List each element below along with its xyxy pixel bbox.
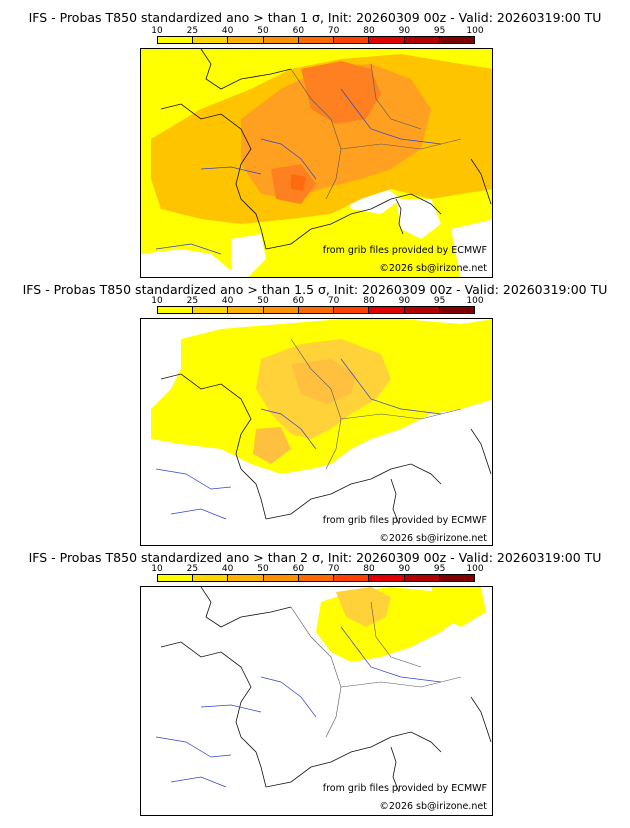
scale-color-cell [334, 307, 370, 313]
credit-source: from grib files provided by ECMWF [322, 515, 487, 526]
credit-copyright: ©2026 sb@irizone.net [379, 533, 487, 544]
scale-ticks: 10 25 40 50 60 70 80 90 95 100 [151, 26, 483, 36]
scale-color-cell [228, 37, 264, 43]
panel-title: IFS - Probas T850 standardized ano > tha… [28, 10, 602, 25]
credit-copyright: ©2026 sb@irizone.net [379, 263, 487, 274]
scale-tick-label: 10 [151, 296, 163, 306]
scale-color-cell [298, 307, 335, 313]
scale-color-cell [158, 575, 194, 581]
scale-color-cell [369, 37, 405, 43]
scale-tick-label: 10 [151, 564, 163, 574]
scale-bar [157, 306, 475, 314]
scale-color-cell [439, 307, 474, 313]
scale-color-cell [228, 575, 264, 581]
scale-ticks: 10 25 40 50 60 70 80 90 95 100 [151, 564, 483, 574]
scale-color-cell [404, 575, 440, 581]
scale-tick-label: 95 [433, 296, 446, 306]
scale-tick-label: 10 [151, 26, 163, 36]
scale-tick-label: 95 [433, 26, 446, 36]
scale-color-cell [193, 37, 229, 43]
scale-tick-label: 50 [257, 564, 269, 574]
scale-color-cell [263, 37, 299, 43]
scale-tick-label: 90 [398, 26, 411, 36]
scale-color-cell [369, 575, 405, 581]
scale-color-cell [263, 575, 299, 581]
scale-tick-label: 60 [292, 564, 305, 574]
scale-tick-label: 50 [257, 26, 269, 36]
scale-tick-label: 90 [398, 296, 411, 306]
scale-tick-label: 90 [398, 564, 411, 574]
scale-tick-label: 100 [466, 26, 484, 36]
scale-tick-label: 25 [186, 26, 199, 36]
scale-bar [157, 574, 475, 582]
credit-source: from grib files provided by ECMWF [322, 245, 487, 256]
scale-tick-label: 95 [433, 564, 446, 574]
scale-ticks: 10 25 40 50 60 70 80 90 95 100 [151, 296, 483, 306]
probability-map: from grib files provided by ECMWF ©2026 … [140, 586, 493, 816]
scale-tick-label: 60 [292, 296, 305, 306]
scale-color-cell [439, 575, 474, 581]
scale-color-cell [404, 307, 440, 313]
scale-color-cell [263, 307, 299, 313]
credit-copyright: ©2026 sb@irizone.net [379, 801, 487, 812]
scale-color-cell [158, 37, 194, 43]
scale-tick-label: 50 [257, 296, 269, 306]
probability-map: from grib files provided by ECMWF ©2026 … [140, 318, 493, 546]
scale-tick-label: 70 [327, 296, 340, 306]
probability-map: from grib files provided by ECMWF ©2026 … [140, 48, 493, 278]
scale-tick-label: 80 [363, 296, 375, 306]
scale-color-cell [404, 37, 440, 43]
scale-tick-label: 70 [327, 564, 340, 574]
scale-color-cell [369, 307, 405, 313]
scale-tick-label: 25 [186, 564, 199, 574]
scale-tick-label: 40 [221, 26, 234, 36]
scale-color-cell [334, 37, 370, 43]
scale-color-cell [158, 307, 194, 313]
scale-tick-label: 25 [186, 296, 199, 306]
scale-bar [157, 36, 475, 44]
credit-source: from grib files provided by ECMWF [322, 783, 487, 794]
scale-color-cell [193, 307, 229, 313]
panel-title: IFS - Probas T850 standardized ano > tha… [22, 282, 608, 297]
scale-tick-label: 100 [466, 296, 484, 306]
scale-color-cell [193, 575, 229, 581]
scale-tick-label: 80 [363, 26, 375, 36]
scale-color-cell [298, 37, 335, 43]
scale-tick-label: 100 [466, 564, 484, 574]
scale-color-cell [228, 307, 264, 313]
scale-tick-label: 40 [221, 564, 234, 574]
scale-color-cell [439, 37, 474, 43]
scale-color-cell [334, 575, 370, 581]
scale-tick-label: 70 [327, 26, 340, 36]
panel-title: IFS - Probas T850 standardized ano > tha… [28, 550, 602, 565]
scale-tick-label: 60 [292, 26, 305, 36]
scale-tick-label: 80 [363, 564, 375, 574]
scale-tick-label: 40 [221, 296, 234, 306]
scale-color-cell [298, 575, 335, 581]
